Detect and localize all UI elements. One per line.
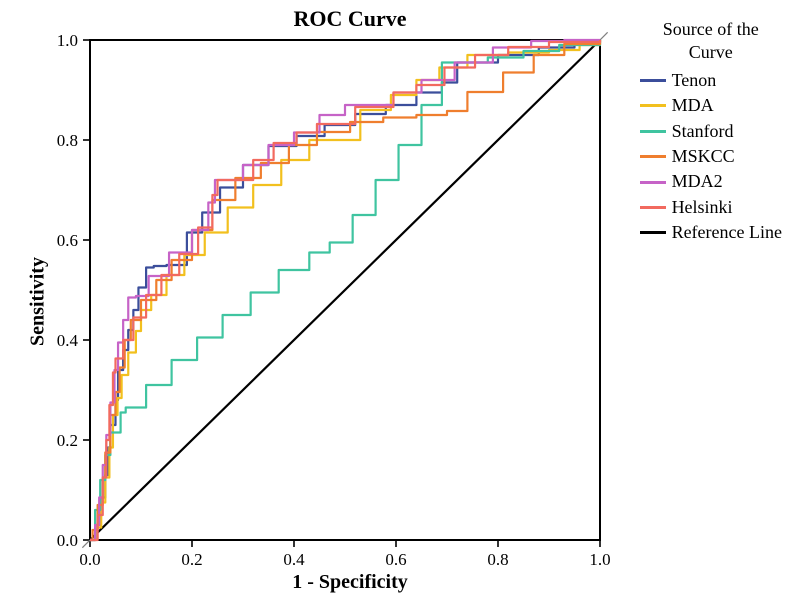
y-tick-label: 0.6 <box>57 231 78 250</box>
y-tick-label: 1.0 <box>57 31 78 50</box>
legend-item: MDA <box>640 94 782 117</box>
legend-item: MDA2 <box>640 170 782 193</box>
legend-swatch <box>640 206 666 209</box>
legend-item: Reference Line <box>640 221 782 244</box>
legend-item: Tenon <box>640 69 782 92</box>
x-tick-label: 1.0 <box>589 550 610 569</box>
legend-label: MSKCC <box>672 145 735 168</box>
legend-swatch <box>640 181 666 184</box>
legend-swatch <box>640 104 666 107</box>
legend-label: Tenon <box>672 69 717 92</box>
x-tick-label: 0.2 <box>181 550 202 569</box>
x-tick-label: 0.6 <box>385 550 406 569</box>
x-tick-label: 0.0 <box>79 550 100 569</box>
y-tick-label: 0.8 <box>57 131 78 150</box>
chart-title: ROC Curve <box>70 6 630 32</box>
legend-item: Stanford <box>640 120 782 143</box>
legend: Source of the Curve TenonMDA StanfordMSKC… <box>640 18 782 247</box>
x-tick-label: 0.8 <box>487 550 508 569</box>
legend-label: Helsinki <box>672 196 733 219</box>
legend-swatch <box>640 79 666 82</box>
x-axis-label: 1 - Specificity <box>70 571 630 594</box>
y-axis-label: Sensitivity <box>27 172 50 432</box>
legend-label: Stanford <box>672 120 734 143</box>
legend-label: Reference Line <box>672 221 782 244</box>
legend-label: MDA <box>672 94 714 117</box>
legend-swatch <box>640 130 666 133</box>
x-tick-label: 0.4 <box>283 550 305 569</box>
y-tick-label: 0.4 <box>57 331 79 350</box>
legend-title-line2: Curve <box>689 42 733 62</box>
legend-swatch <box>640 155 666 158</box>
legend-swatch <box>640 231 666 234</box>
legend-label: MDA2 <box>672 170 723 193</box>
legend-title: Source of the Curve <box>640 18 782 65</box>
legend-title-line1: Source of the <box>663 19 759 39</box>
legend-item: MSKCC <box>640 145 782 168</box>
legend-item: Helsinki <box>640 196 782 219</box>
y-tick-label: 0.2 <box>57 431 78 450</box>
roc-chart: ROC Curve 1 - Specificity Sensitivity 0.… <box>0 0 786 600</box>
y-tick-label: 0.0 <box>57 531 78 550</box>
